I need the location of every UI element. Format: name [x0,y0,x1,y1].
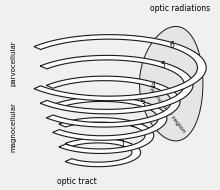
Polygon shape [34,35,206,101]
Text: 3: 3 [140,100,145,109]
Polygon shape [65,138,141,167]
Text: 1: 1 [121,140,125,149]
Text: 5: 5 [160,61,165,70]
Text: parvocellular: parvocellular [11,40,17,86]
Polygon shape [53,97,167,140]
Polygon shape [59,118,154,154]
Text: 2: 2 [130,120,135,129]
Text: monocular region: monocular region [148,87,186,134]
Text: 6: 6 [170,41,175,50]
Text: magnocellular: magnocellular [11,102,17,152]
Text: optic tract: optic tract [57,177,97,185]
Text: 4: 4 [150,81,155,90]
Text: optic radiations: optic radiations [150,5,210,13]
Polygon shape [46,76,180,127]
Polygon shape [40,55,193,114]
Polygon shape [139,26,203,141]
